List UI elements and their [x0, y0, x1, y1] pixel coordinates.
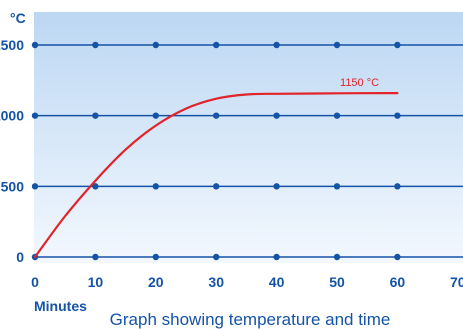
y-tick-label-0: 0: [16, 249, 24, 265]
x-tick-label-50: 50: [329, 274, 345, 290]
x-axis-label: Minutes: [34, 298, 87, 314]
x-tick-label-10: 10: [88, 274, 104, 290]
x-tick-label-0: 0: [31, 274, 39, 290]
grid-dot-30-0: [213, 253, 220, 261]
x-tick-label-60: 60: [390, 274, 406, 290]
gridlines: [31, 41, 463, 261]
annotation-label-0: 1150 °C: [340, 77, 379, 89]
grid-dot-0-500: [31, 183, 39, 190]
x-tick-label-30: 30: [208, 274, 224, 290]
grid-dot-0-1500: [31, 41, 39, 49]
grid-dot-60-500: [394, 183, 401, 190]
grid-dot-40-0: [273, 253, 280, 261]
grid-dot-50-500: [333, 183, 341, 190]
grid-dot-50-1000: [333, 112, 341, 119]
grid-dot-30-1500: [213, 41, 220, 49]
grid-dot-30-500: [213, 183, 220, 190]
y-tick-label-1500: 1500: [0, 37, 24, 53]
chart-caption: Graph showing temperature and time: [110, 310, 391, 329]
y-tick-labels: 0 500 1000 1500: [0, 37, 24, 265]
grid-dot-50-0: [333, 253, 341, 261]
plot-background: [34, 12, 463, 263]
y-axis-unit-label: °C: [10, 10, 26, 26]
annotations: 1150 °C: [340, 77, 379, 89]
grid-dot-50-1500: [333, 41, 341, 49]
x-tick-label-70: 70: [450, 274, 463, 290]
x-tick-label-40: 40: [269, 274, 285, 290]
grid-dot-60-1500: [394, 41, 401, 49]
grid-dot-20-1500: [152, 41, 159, 49]
series-layer: [33, 92, 399, 259]
y-tick-label-500: 500: [1, 178, 25, 194]
grid-dot-0-1000: [31, 112, 39, 119]
grid-dot-40-500: [273, 183, 280, 190]
grid-dot-10-1000: [92, 112, 99, 119]
grid-dot-10-0: [92, 253, 99, 261]
grid-dot-20-500: [152, 183, 159, 190]
grid-dot-60-0: [394, 253, 401, 261]
grid-dot-60-1000: [394, 112, 401, 119]
grid-dot-20-1000: [152, 112, 159, 119]
grid-dot-40-1500: [273, 41, 280, 49]
grid-dot-30-1000: [213, 112, 220, 119]
series-line-0: [33, 92, 399, 259]
x-tick-label-20: 20: [148, 274, 164, 290]
y-tick-label-1000: 1000: [0, 108, 24, 124]
grid-dot-20-0: [152, 253, 159, 261]
x-tick-labels: 0 10 20 30 40 50 60 70: [31, 274, 463, 290]
grid-dot-10-1500: [92, 41, 99, 49]
grid-dot-10-500: [92, 183, 99, 190]
grid-dot-40-1000: [273, 112, 280, 119]
